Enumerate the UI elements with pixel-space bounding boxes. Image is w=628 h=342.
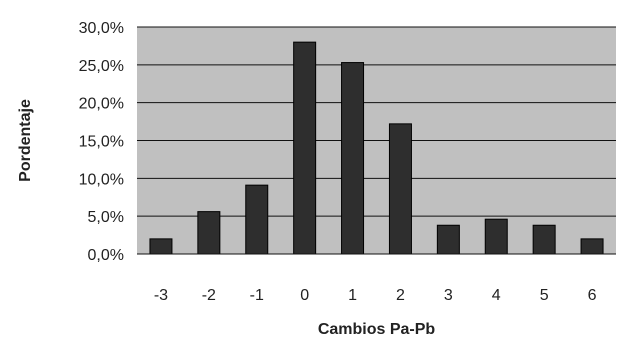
- y-tick-label: 20,0%: [79, 96, 124, 113]
- y-tick-label: 15,0%: [79, 134, 124, 151]
- bar-5: [532, 224, 556, 255]
- y-tick-label: 5,0%: [88, 209, 124, 226]
- x-tick-label: -2: [202, 287, 216, 304]
- x-tick-label: 4: [492, 287, 501, 304]
- x-axis-title: Cambios Pa-Pb: [318, 321, 436, 338]
- y-tick-label: 30,0%: [79, 20, 124, 37]
- y-axis-title: Pordentaje: [17, 99, 34, 182]
- bar-1: [341, 62, 365, 255]
- y-tick-label: 10,0%: [79, 171, 124, 188]
- x-tick-label: -1: [250, 287, 264, 304]
- bar-6: [580, 238, 604, 255]
- x-tick-label: 3: [444, 287, 453, 304]
- x-axis-tick-labels: -3 -2 -1 0 1 2 3 4 5 6: [154, 287, 597, 304]
- x-tick-label: 2: [396, 287, 405, 304]
- y-axis-tick-labels: 0,0% 5,0% 10,0% 15,0% 20,0% 25,0% 30,0%: [79, 20, 124, 264]
- bar-0: [293, 41, 317, 255]
- bars: [149, 41, 604, 255]
- x-tick-label: 1: [348, 287, 357, 304]
- x-tick-label: 5: [540, 287, 549, 304]
- bar--3: [149, 238, 173, 255]
- bar--2: [197, 211, 221, 255]
- x-tick-label: 6: [588, 287, 597, 304]
- y-tick-label: 0,0%: [88, 247, 124, 264]
- y-tick-label: 25,0%: [79, 58, 124, 75]
- x-tick-label: -3: [154, 287, 168, 304]
- x-tick-label: 0: [300, 287, 309, 304]
- bar-2: [388, 123, 412, 255]
- bar-3: [436, 224, 460, 255]
- bar--1: [245, 184, 269, 255]
- bar-4: [484, 218, 508, 255]
